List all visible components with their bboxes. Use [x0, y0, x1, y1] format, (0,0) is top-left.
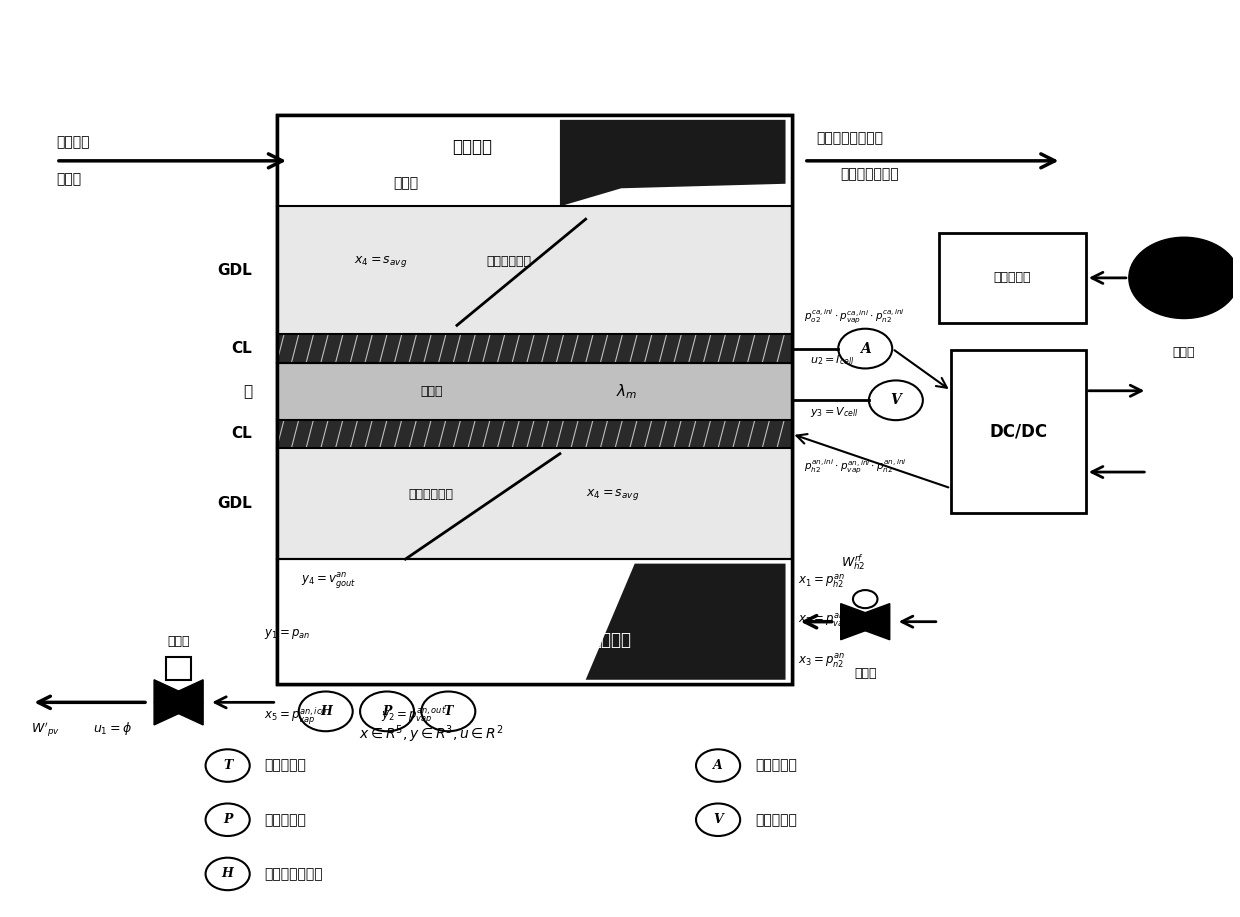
Text: P: P: [382, 705, 392, 718]
Text: 阳极流道: 阳极流道: [591, 632, 631, 649]
Text: 液态水饱和度: 液态水饱和度: [486, 255, 531, 268]
Text: A: A: [713, 759, 723, 772]
Bar: [951, 350, 1086, 513]
Bar: [277, 116, 791, 206]
Text: $x \in R^5, y \in R^3, u \in R^2$: $x \in R^5, y \in R^3, u \in R^2$: [360, 724, 503, 745]
Text: 新鲜空气: 新鲜空气: [56, 136, 89, 149]
Circle shape: [360, 691, 414, 731]
Bar: [277, 420, 791, 448]
Text: $p_{h2}^{an,ini} \cdot p_{vap}^{an,ini} \cdot p_{n2}^{an,ini}$: $p_{h2}^{an,ini} \cdot p_{vap}^{an,ini} …: [804, 458, 906, 475]
Circle shape: [206, 803, 249, 836]
Circle shape: [696, 749, 740, 782]
Text: $y_2 = p_{vap}^{an,out}$: $y_2 = p_{vap}^{an,out}$: [381, 705, 446, 726]
Text: $p_{o2}^{ca,ini} \cdot p_{vap}^{ca,ini} \cdot p_{n2}^{ca,ini}$: $p_{o2}^{ca,ini} \cdot p_{vap}^{ca,ini} …: [804, 307, 905, 326]
Text: 混合气体（氧气、: 混合气体（氧气、: [816, 131, 883, 145]
Bar: [277, 559, 791, 684]
Text: 减压子系统: 减压子系统: [993, 271, 1032, 284]
Text: 电流传感器: 电流传感器: [755, 758, 797, 772]
Text: T: T: [444, 705, 453, 718]
Text: $W'_{pv}$: $W'_{pv}$: [31, 721, 61, 739]
Text: $x_2 = p_{vap}^{an}$: $x_2 = p_{vap}^{an}$: [797, 612, 849, 632]
Text: 水蒸气: 水蒸气: [393, 177, 418, 191]
Polygon shape: [841, 603, 890, 640]
Bar: [277, 116, 791, 684]
Text: 氮气、水蒸气）: 氮气、水蒸气）: [841, 168, 899, 182]
Polygon shape: [560, 120, 785, 206]
Text: 氢气罐: 氢气罐: [1173, 346, 1195, 359]
Polygon shape: [283, 564, 785, 679]
Text: $x_5 = p_{vap}^{an,ico}$: $x_5 = p_{vap}^{an,ico}$: [264, 705, 327, 726]
Text: A: A: [859, 342, 870, 356]
Polygon shape: [154, 679, 203, 725]
Text: CL: CL: [232, 341, 252, 356]
Text: 水蒸气: 水蒸气: [408, 596, 434, 610]
Circle shape: [206, 749, 249, 782]
Text: H: H: [222, 867, 233, 880]
Text: $y_3 = V_{cell}$: $y_3 = V_{cell}$: [810, 404, 859, 419]
Text: $x_4 = s_{avg}$: $x_4 = s_{avg}$: [585, 487, 639, 503]
Text: 膜: 膜: [243, 383, 252, 399]
Circle shape: [299, 691, 352, 731]
Text: $x_3 = p_{n2}^{an}$: $x_3 = p_{n2}^{an}$: [797, 653, 844, 670]
Polygon shape: [154, 679, 203, 725]
Text: CL: CL: [232, 426, 252, 441]
Text: GDL: GDL: [217, 496, 252, 511]
Bar: [277, 448, 791, 559]
Text: 阴极流道: 阴极流道: [453, 138, 492, 156]
Text: $y_4 = v_{gout}^{an}$: $y_4 = v_{gout}^{an}$: [301, 572, 356, 591]
Text: V: V: [713, 813, 723, 826]
Bar: [939, 233, 1086, 323]
Polygon shape: [841, 603, 890, 640]
Text: 电压传感器: 电压传感器: [755, 812, 797, 827]
Text: V: V: [890, 393, 901, 407]
Bar: [277, 335, 791, 363]
Text: 吹扫阀: 吹扫阀: [167, 635, 190, 648]
Text: H: H: [320, 705, 331, 718]
Bar: [277, 206, 791, 335]
Text: 相对湿度传感器: 相对湿度传感器: [264, 867, 324, 881]
Text: DC/DC: DC/DC: [990, 423, 1048, 440]
Text: $y_1 = p_{an}$: $y_1 = p_{an}$: [264, 627, 311, 641]
Text: $x_4 = s_{avg}$: $x_4 = s_{avg}$: [353, 254, 407, 269]
Text: $u_1 = \phi$: $u_1 = \phi$: [93, 721, 131, 737]
Circle shape: [869, 381, 923, 420]
Circle shape: [422, 691, 475, 731]
Bar: [277, 363, 791, 420]
Circle shape: [1128, 238, 1239, 318]
Text: $x_1 = p_{h2}^{an}$: $x_1 = p_{h2}^{an}$: [797, 573, 844, 591]
Text: 液态水饱和度: 液态水饱和度: [409, 488, 454, 501]
Text: 减压阀: 减压阀: [854, 667, 877, 679]
Bar: [277, 116, 791, 684]
Text: 含水量: 含水量: [420, 385, 443, 398]
Circle shape: [838, 328, 893, 369]
Circle shape: [853, 590, 878, 608]
Bar: [166, 657, 191, 679]
Circle shape: [696, 803, 740, 836]
Text: P: P: [223, 813, 232, 826]
Text: 压力传感器: 压力传感器: [264, 812, 306, 827]
Circle shape: [206, 857, 249, 890]
Text: $u_2 = I_{cell}$: $u_2 = I_{cell}$: [810, 353, 854, 367]
Text: T: T: [223, 759, 232, 772]
Text: $W_{h2}^{rf}$: $W_{h2}^{rf}$: [841, 552, 866, 572]
Text: $\lambda_m$: $\lambda_m$: [616, 381, 637, 401]
Text: GDL: GDL: [217, 263, 252, 278]
Text: 温度传感器: 温度传感器: [264, 758, 306, 772]
Text: 水蒸气: 水蒸气: [56, 172, 81, 186]
